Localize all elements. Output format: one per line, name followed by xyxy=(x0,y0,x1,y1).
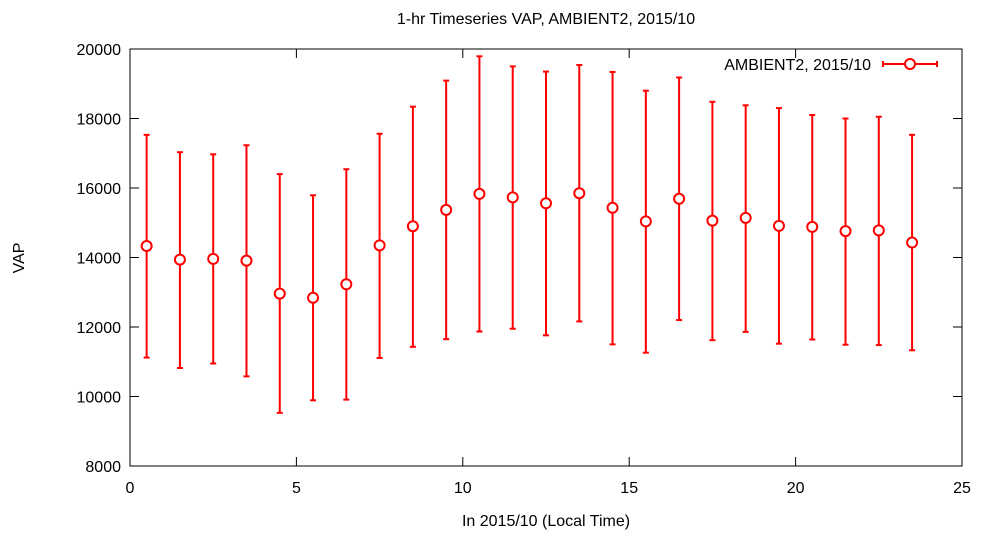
data-point xyxy=(639,89,652,354)
data-point xyxy=(207,153,220,365)
data-marker xyxy=(473,187,486,200)
y-tick-label: 16000 xyxy=(77,181,122,198)
data-point xyxy=(473,55,486,333)
y-tick-label: 12000 xyxy=(77,320,122,337)
data-point xyxy=(573,63,586,323)
data-point xyxy=(373,132,386,359)
y-tick-label: 10000 xyxy=(77,390,122,407)
data-point xyxy=(906,133,919,352)
data-marker xyxy=(240,254,253,267)
data-point xyxy=(673,76,686,322)
data-point xyxy=(340,168,353,401)
data-marker xyxy=(273,287,286,300)
data-marker xyxy=(639,215,652,228)
data-point xyxy=(240,144,253,378)
chart-title: 1-hr Timeseries VAP, AMBIENT2, 2015/10 xyxy=(397,11,695,28)
data-point xyxy=(806,114,819,341)
data-marker xyxy=(772,219,785,232)
data-marker xyxy=(140,240,153,253)
data-point xyxy=(739,104,752,333)
y-tick-label: 14000 xyxy=(77,251,122,268)
legend-sample xyxy=(882,58,938,70)
data-point xyxy=(173,151,186,370)
x-tick-label: 0 xyxy=(126,480,135,497)
data-marker xyxy=(806,220,819,233)
data-marker xyxy=(173,253,186,266)
data-marker xyxy=(440,203,453,216)
data-marker xyxy=(673,192,686,205)
data-point xyxy=(706,100,719,342)
data-marker xyxy=(340,278,353,291)
data-marker xyxy=(307,291,320,304)
data-point xyxy=(772,107,785,345)
x-tick-label: 20 xyxy=(787,480,805,497)
data-marker xyxy=(506,191,519,204)
x-tick-label: 10 xyxy=(454,480,472,497)
data-marker xyxy=(207,252,220,265)
legend-label: AMBIENT2, 2015/10 xyxy=(724,57,871,74)
data-point xyxy=(406,105,419,348)
data-marker xyxy=(872,224,885,237)
x-tick-label: 25 xyxy=(953,480,971,497)
data-marker xyxy=(540,197,552,210)
data-point xyxy=(872,115,885,347)
series-layer xyxy=(140,55,919,414)
data-point xyxy=(540,70,552,337)
axes-ticks xyxy=(129,48,963,467)
y-tick-label: 18000 xyxy=(77,112,122,129)
data-marker xyxy=(373,239,386,252)
data-marker xyxy=(606,201,619,214)
data-point xyxy=(606,70,619,346)
data-point xyxy=(307,194,320,402)
data-point xyxy=(440,79,453,341)
legend: AMBIENT2, 2015/10 xyxy=(724,57,938,74)
data-marker xyxy=(739,211,752,224)
data-marker xyxy=(839,225,852,238)
y-tick-label: 20000 xyxy=(77,42,122,59)
data-marker xyxy=(706,214,719,227)
tick-labels: 0 5 10 15 20 25 8000 10000 12000 14000 16000 18000 2… xyxy=(77,42,972,497)
data-marker xyxy=(573,187,586,200)
data-point xyxy=(140,133,153,359)
x-axis-label: In 2015/10 (Local Time) xyxy=(462,513,630,530)
data-marker xyxy=(406,220,419,233)
y-axis-label: VAP xyxy=(11,243,28,274)
data-marker xyxy=(906,236,919,249)
x-tick-label: 5 xyxy=(292,480,301,497)
data-point xyxy=(273,173,286,414)
x-tick-label: 15 xyxy=(620,480,638,497)
data-point xyxy=(506,65,519,330)
legend-marker xyxy=(904,58,916,70)
y-tick-label: 8000 xyxy=(85,459,121,476)
data-point xyxy=(839,117,852,346)
